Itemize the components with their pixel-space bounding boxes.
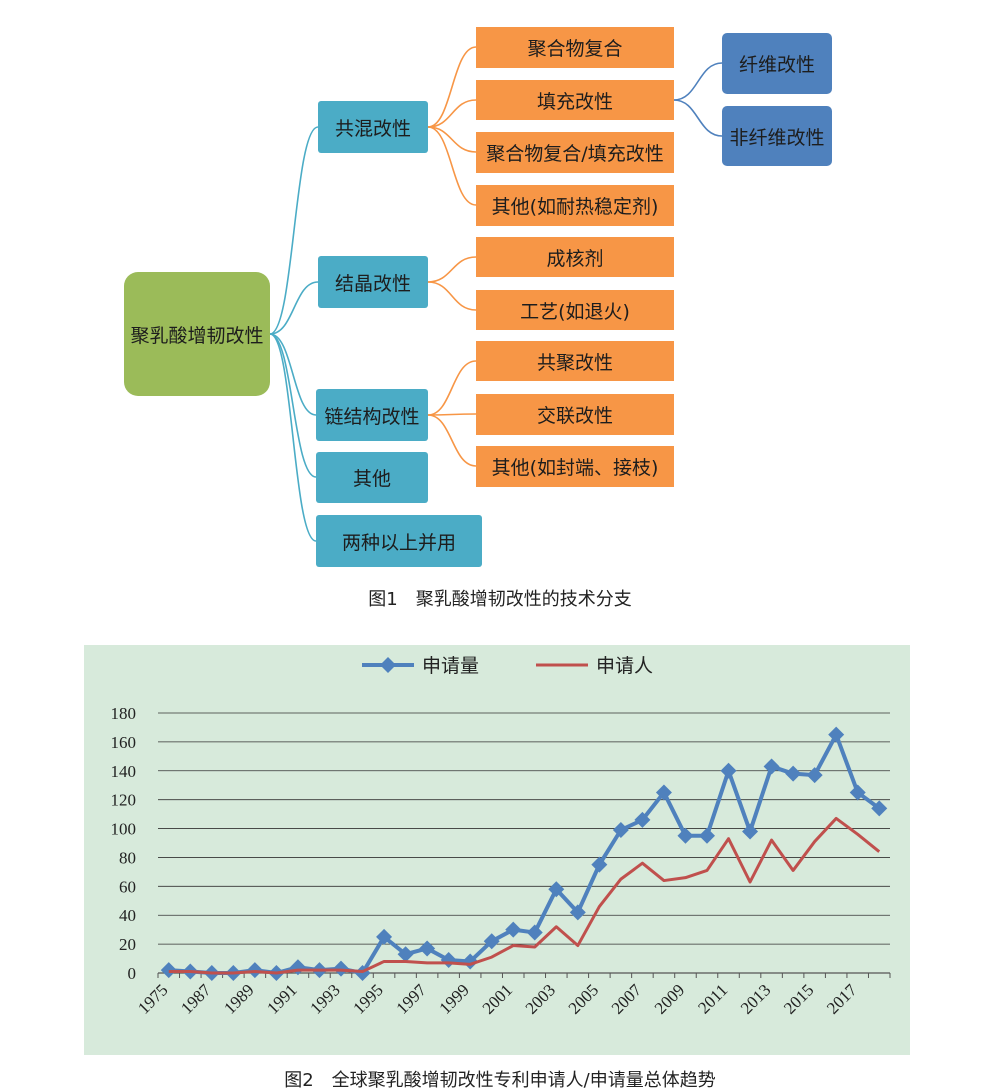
data-point (742, 823, 759, 840)
leaf-process: 工艺(如退火) (476, 290, 674, 330)
legend-marker (380, 657, 396, 673)
data-point (699, 827, 715, 844)
data-point (569, 904, 586, 921)
x-tick-label: 2005 (565, 980, 602, 1017)
data-point (526, 924, 543, 941)
data-point (677, 827, 694, 844)
line-chart: 0 20 40 60 80 100 120 140 160 180 1975 1987 1989 1991… (111, 655, 891, 1018)
leaf-copolymer: 共聚改性 (476, 341, 674, 381)
y-tick-label: 0 (128, 964, 137, 983)
data-point (483, 933, 500, 950)
x-tick-label: 2013 (737, 980, 774, 1017)
legend-label: 申请量 (422, 655, 479, 677)
data-point (505, 921, 522, 938)
leaf-chain-other: 其他(如封端、接枝) (476, 446, 674, 487)
data-point (828, 726, 845, 743)
data-point (720, 762, 737, 779)
x-tick-label: 1987 (177, 980, 215, 1018)
x-tick-label: 1997 (392, 980, 430, 1018)
x-tick-label: 2001 (479, 980, 516, 1017)
connector-chain-1 (427, 413, 477, 416)
branch-blend: 共混改性 (318, 101, 428, 153)
y-tick-label: 180 (111, 704, 137, 723)
x-tick-label: 1995 (349, 980, 386, 1017)
root-node: 聚乳酸增韧改性 (124, 272, 270, 396)
data-point (397, 946, 414, 963)
branch-chain: 链结构改性 (316, 389, 428, 441)
leaf-polymer-composite: 聚合物复合 (476, 27, 674, 68)
series-line-1 (168, 816, 881, 975)
figure1-caption: 图1 聚乳酸增韧改性的技术分支 (368, 589, 632, 610)
data-point (612, 822, 629, 838)
x-tick-label: 2007 (608, 980, 646, 1018)
y-tick-label: 40 (119, 906, 136, 925)
x-tick-label: 2015 (780, 980, 817, 1017)
x-tick-label: 2017 (823, 980, 861, 1018)
data-point (440, 952, 457, 968)
connector-crystal-0 (427, 256, 477, 283)
connector-crystal-1 (427, 281, 477, 311)
leaf-composite-filler: 聚合物复合/填充改性 (476, 132, 674, 173)
leaf-blend-other: 其他(如耐热稳定剂) (476, 185, 674, 226)
chart-panel: 0 20 40 60 80 100 120 140 160 180 1975 1987 1989 1991… (84, 645, 910, 1055)
y-tick-label: 100 (111, 820, 137, 839)
data-point (806, 767, 823, 784)
connector-chain-0 (427, 360, 477, 416)
data-point (548, 881, 565, 898)
y-tick-label: 120 (111, 791, 137, 810)
connector-root-1 (269, 281, 319, 335)
connector-filler-0 (673, 62, 723, 101)
leaf-crosslink: 交联改性 (476, 394, 674, 435)
data-point (591, 856, 608, 873)
data-point (634, 811, 651, 828)
x-tick-label: 2003 (522, 980, 559, 1017)
x-tick-label: 1999 (436, 980, 473, 1017)
leaf-non-fiber: 非纤维改性 (722, 106, 832, 166)
y-tick-label: 80 (119, 848, 136, 867)
leaf-filler: 填充改性 (476, 80, 674, 120)
x-tick-label: 1993 (306, 980, 343, 1017)
connector-blend-2 (427, 126, 477, 153)
connector-blend-1 (427, 99, 477, 128)
y-tick-label: 140 (111, 762, 137, 781)
branch-other: 其他 (316, 452, 428, 503)
data-point (419, 940, 436, 957)
connector-root-3 (269, 333, 317, 478)
y-tick-label: 20 (119, 935, 136, 954)
y-tick-label: 60 (119, 877, 136, 896)
connector-chain-2 (427, 414, 477, 467)
branch-combined: 两种以上并用 (316, 515, 482, 567)
x-tick-label: 1975 (134, 980, 171, 1017)
leaf-nucleating-agent: 成核剂 (476, 237, 674, 277)
data-point (871, 800, 888, 817)
figure2-caption: 图2 全球聚乳酸增韧改性专利申请人/申请量总体趋势 (284, 1070, 716, 1091)
legend-label: 申请人 (596, 655, 653, 677)
y-tick-label: 160 (111, 733, 137, 752)
connector-blend-3 (427, 126, 477, 206)
data-point (763, 758, 780, 775)
connector-root-2 (269, 333, 317, 416)
data-point (655, 784, 672, 801)
data-point (376, 928, 393, 945)
connector-root-0 (269, 126, 319, 335)
x-tick-label: 2011 (694, 980, 731, 1017)
connector-root-4 (269, 333, 317, 542)
connector-filler-1 (673, 99, 723, 137)
connector-blend-0 (427, 46, 477, 128)
x-tick-label: 1989 (220, 980, 257, 1017)
branch-crystal: 结晶改性 (318, 256, 428, 308)
leaf-fiber: 纤维改性 (722, 33, 832, 94)
data-point (785, 765, 802, 782)
x-tick-label: 1991 (263, 980, 300, 1017)
tree-connectors (269, 46, 723, 542)
x-tick-label: 2009 (651, 980, 688, 1017)
data-point (849, 784, 866, 801)
